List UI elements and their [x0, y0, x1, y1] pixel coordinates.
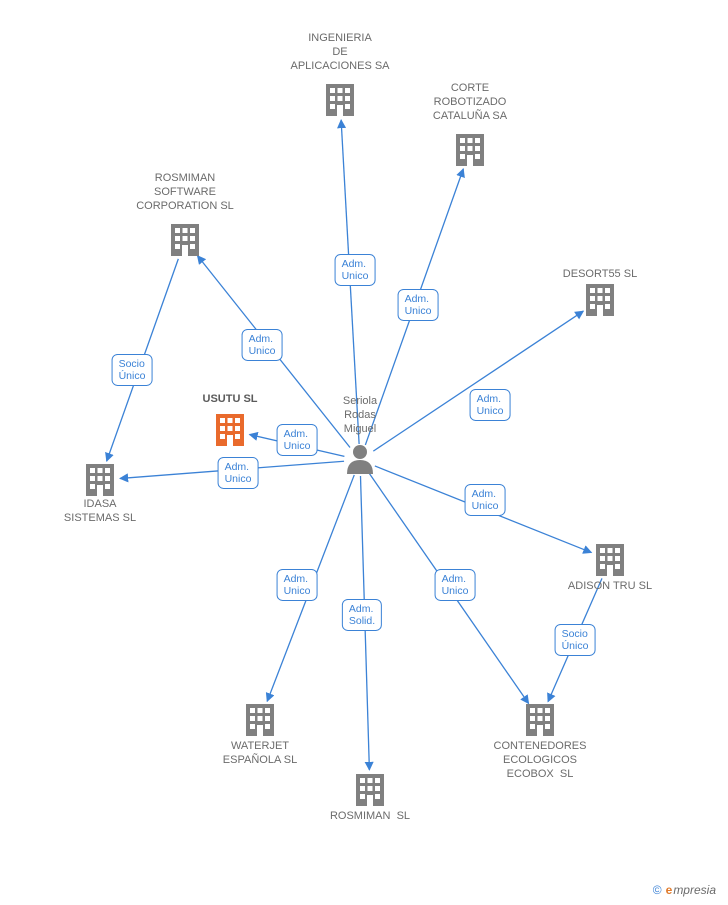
building-icon: [596, 544, 624, 576]
node-label: INGENIERIA DE APLICACIONES SA: [290, 32, 389, 73]
node-label: IDASA SISTEMAS SL: [64, 498, 136, 526]
node-label: ROSMIMAN SL: [330, 810, 410, 824]
node-label: DESORT55 SL: [563, 268, 637, 282]
building-icon: [86, 464, 114, 496]
copyright: © empresia: [653, 883, 716, 897]
edge-label: Adm. Unico: [277, 569, 318, 601]
building-icon: [246, 704, 274, 736]
node-label: Seriola Rodas Miguel: [343, 395, 377, 436]
copyright-symbol: ©: [653, 883, 662, 897]
edge-label: Socio Único: [555, 624, 596, 656]
brand-rest: mpresia: [673, 883, 716, 897]
edge-label: Adm. Unico: [470, 389, 511, 421]
brand-first-letter: e: [666, 883, 673, 897]
node-label: ADISON TRU SL: [568, 580, 652, 594]
building-icon: [356, 774, 384, 806]
node-label: WATERJET ESPAÑOLA SL: [223, 740, 297, 768]
edge-label: Adm. Unico: [398, 289, 439, 321]
edge-label: Adm. Solid.: [342, 599, 382, 631]
building-icon: [456, 134, 484, 166]
edge-label: Adm. Unico: [218, 457, 259, 489]
building-icon: [586, 284, 614, 316]
person-icon: [347, 445, 373, 474]
edge-label: Adm. Unico: [242, 329, 283, 361]
node-label: ROSMIMAN SOFTWARE CORPORATION SL: [136, 172, 234, 213]
edge-label: Adm. Unico: [335, 254, 376, 286]
node-label: CORTE ROBOTIZADO CATALUÑA SA: [433, 82, 507, 123]
building-icon: [171, 224, 199, 256]
building-icon: [526, 704, 554, 736]
network-canvas: [0, 0, 728, 905]
edge-label: Adm. Unico: [465, 484, 506, 516]
building-icon: [216, 414, 244, 446]
node-label: USUTU SL: [203, 393, 258, 407]
building-icon: [326, 84, 354, 116]
edge-label: Socio Único: [112, 354, 153, 386]
edge-label: Adm. Unico: [435, 569, 476, 601]
node-label: CONTENEDORES ECOLOGICOS ECOBOX SL: [494, 740, 587, 781]
edge-label: Adm. Unico: [277, 424, 318, 456]
